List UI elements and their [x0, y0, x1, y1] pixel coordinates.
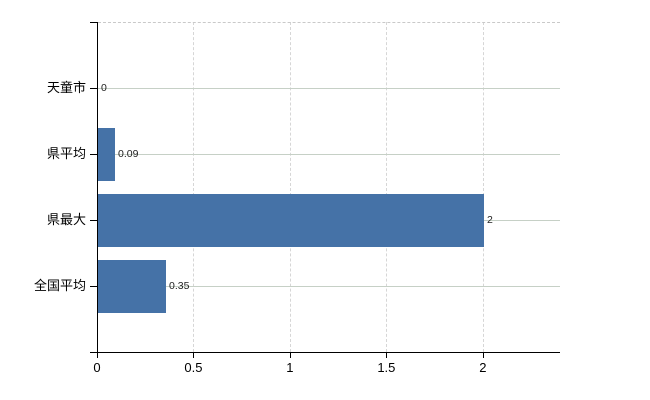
- y-axis-line: [97, 22, 98, 352]
- x-axis-tick: [97, 352, 98, 358]
- value-label: 2: [487, 214, 493, 226]
- value-label: 0.09: [118, 148, 139, 160]
- x-tick-label: 0: [93, 360, 101, 375]
- y-axis-tick: [90, 220, 97, 221]
- x-tick-label: 2: [479, 360, 487, 375]
- horizontal-gridline: [98, 154, 560, 155]
- bar-県平均[interactable]: [98, 127, 115, 181]
- category-label-4: 全国平均: [33, 278, 86, 293]
- x-axis-tick: [193, 352, 195, 358]
- bar-県最大[interactable]: [98, 193, 484, 247]
- x-axis-tick: [482, 352, 484, 358]
- y-axis-tick: [90, 154, 97, 155]
- vertical-gridline: [386, 22, 388, 352]
- x-tick-label: 0.5: [184, 360, 203, 375]
- category-label-2: 県平均: [46, 146, 86, 161]
- x-axis-tick: [289, 352, 291, 358]
- x-axis-tick: [386, 352, 388, 358]
- horizontal-gridline: [98, 286, 560, 287]
- x-axis-line: [90, 352, 560, 353]
- vertical-gridline: [289, 22, 291, 352]
- y-axis-tick: [90, 88, 97, 89]
- y-axis-tick: [90, 22, 97, 23]
- x-tick-label: 1: [286, 360, 294, 375]
- x-tick-label: 1.5: [377, 360, 396, 375]
- value-label: 0: [101, 82, 107, 94]
- plot-top-border: [98, 22, 560, 23]
- y-axis-tick: [90, 286, 97, 287]
- vertical-gridline: [482, 22, 484, 352]
- bar-全国平均[interactable]: [98, 259, 166, 313]
- vertical-gridline: [193, 22, 195, 352]
- horizontal-gridline: [98, 88, 560, 89]
- value-label: 0.35: [169, 280, 190, 292]
- category-label-3: 県最大: [46, 212, 86, 227]
- category-label-1: 天童市: [46, 80, 86, 95]
